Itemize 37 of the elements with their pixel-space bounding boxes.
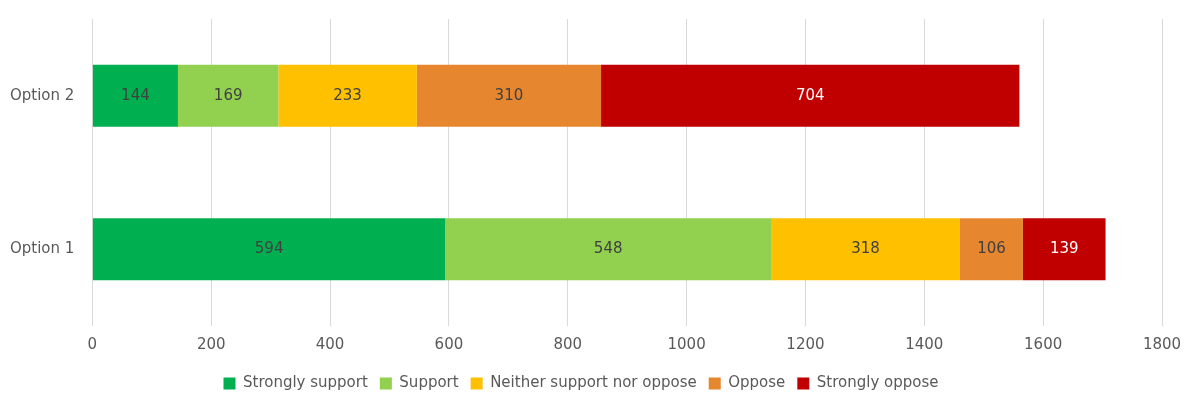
data-label: 594 bbox=[254, 239, 284, 258]
y-tick-label: Option 1 bbox=[10, 239, 75, 258]
data-label: 169 bbox=[213, 85, 243, 104]
bar bbox=[445, 218, 771, 281]
bar bbox=[92, 64, 178, 127]
x-tick-label: 200 bbox=[196, 334, 226, 353]
y-tick-label: Option 2 bbox=[10, 85, 75, 104]
x-tick-label: 1200 bbox=[786, 334, 825, 353]
bar bbox=[601, 64, 1020, 127]
data-label: 144 bbox=[121, 85, 150, 104]
data-label: 233 bbox=[333, 85, 362, 104]
legend-label: Neither support nor oppose bbox=[490, 373, 697, 392]
bar bbox=[416, 64, 602, 127]
bar bbox=[1022, 218, 1106, 281]
x-tick-label: 0 bbox=[87, 334, 98, 353]
bar bbox=[177, 64, 279, 127]
data-label: 704 bbox=[795, 85, 825, 104]
x-tick-label: 1800 bbox=[1142, 334, 1182, 353]
legend-label: Support bbox=[399, 373, 459, 392]
x-tick-label: 400 bbox=[315, 334, 345, 353]
x-tick-label: 1600 bbox=[1024, 334, 1063, 353]
x-tick-label: 600 bbox=[434, 334, 464, 353]
bar bbox=[92, 218, 446, 281]
data-label: 310 bbox=[494, 85, 524, 104]
legend-label: Oppose bbox=[728, 373, 786, 392]
data-label: 139 bbox=[1049, 239, 1079, 258]
x-tick-label: 800 bbox=[553, 334, 583, 353]
bar bbox=[278, 64, 417, 127]
data-label: 548 bbox=[593, 239, 623, 258]
legend-label: Strongly oppose bbox=[816, 373, 939, 392]
data-label: 318 bbox=[851, 239, 880, 258]
data-label: 106 bbox=[977, 239, 1006, 258]
x-tick-label: 1400 bbox=[905, 334, 944, 353]
legend-label: Strongly support bbox=[243, 373, 368, 392]
bar bbox=[959, 218, 1023, 281]
x-tick-label: 1000 bbox=[667, 334, 706, 353]
bar bbox=[770, 218, 960, 281]
